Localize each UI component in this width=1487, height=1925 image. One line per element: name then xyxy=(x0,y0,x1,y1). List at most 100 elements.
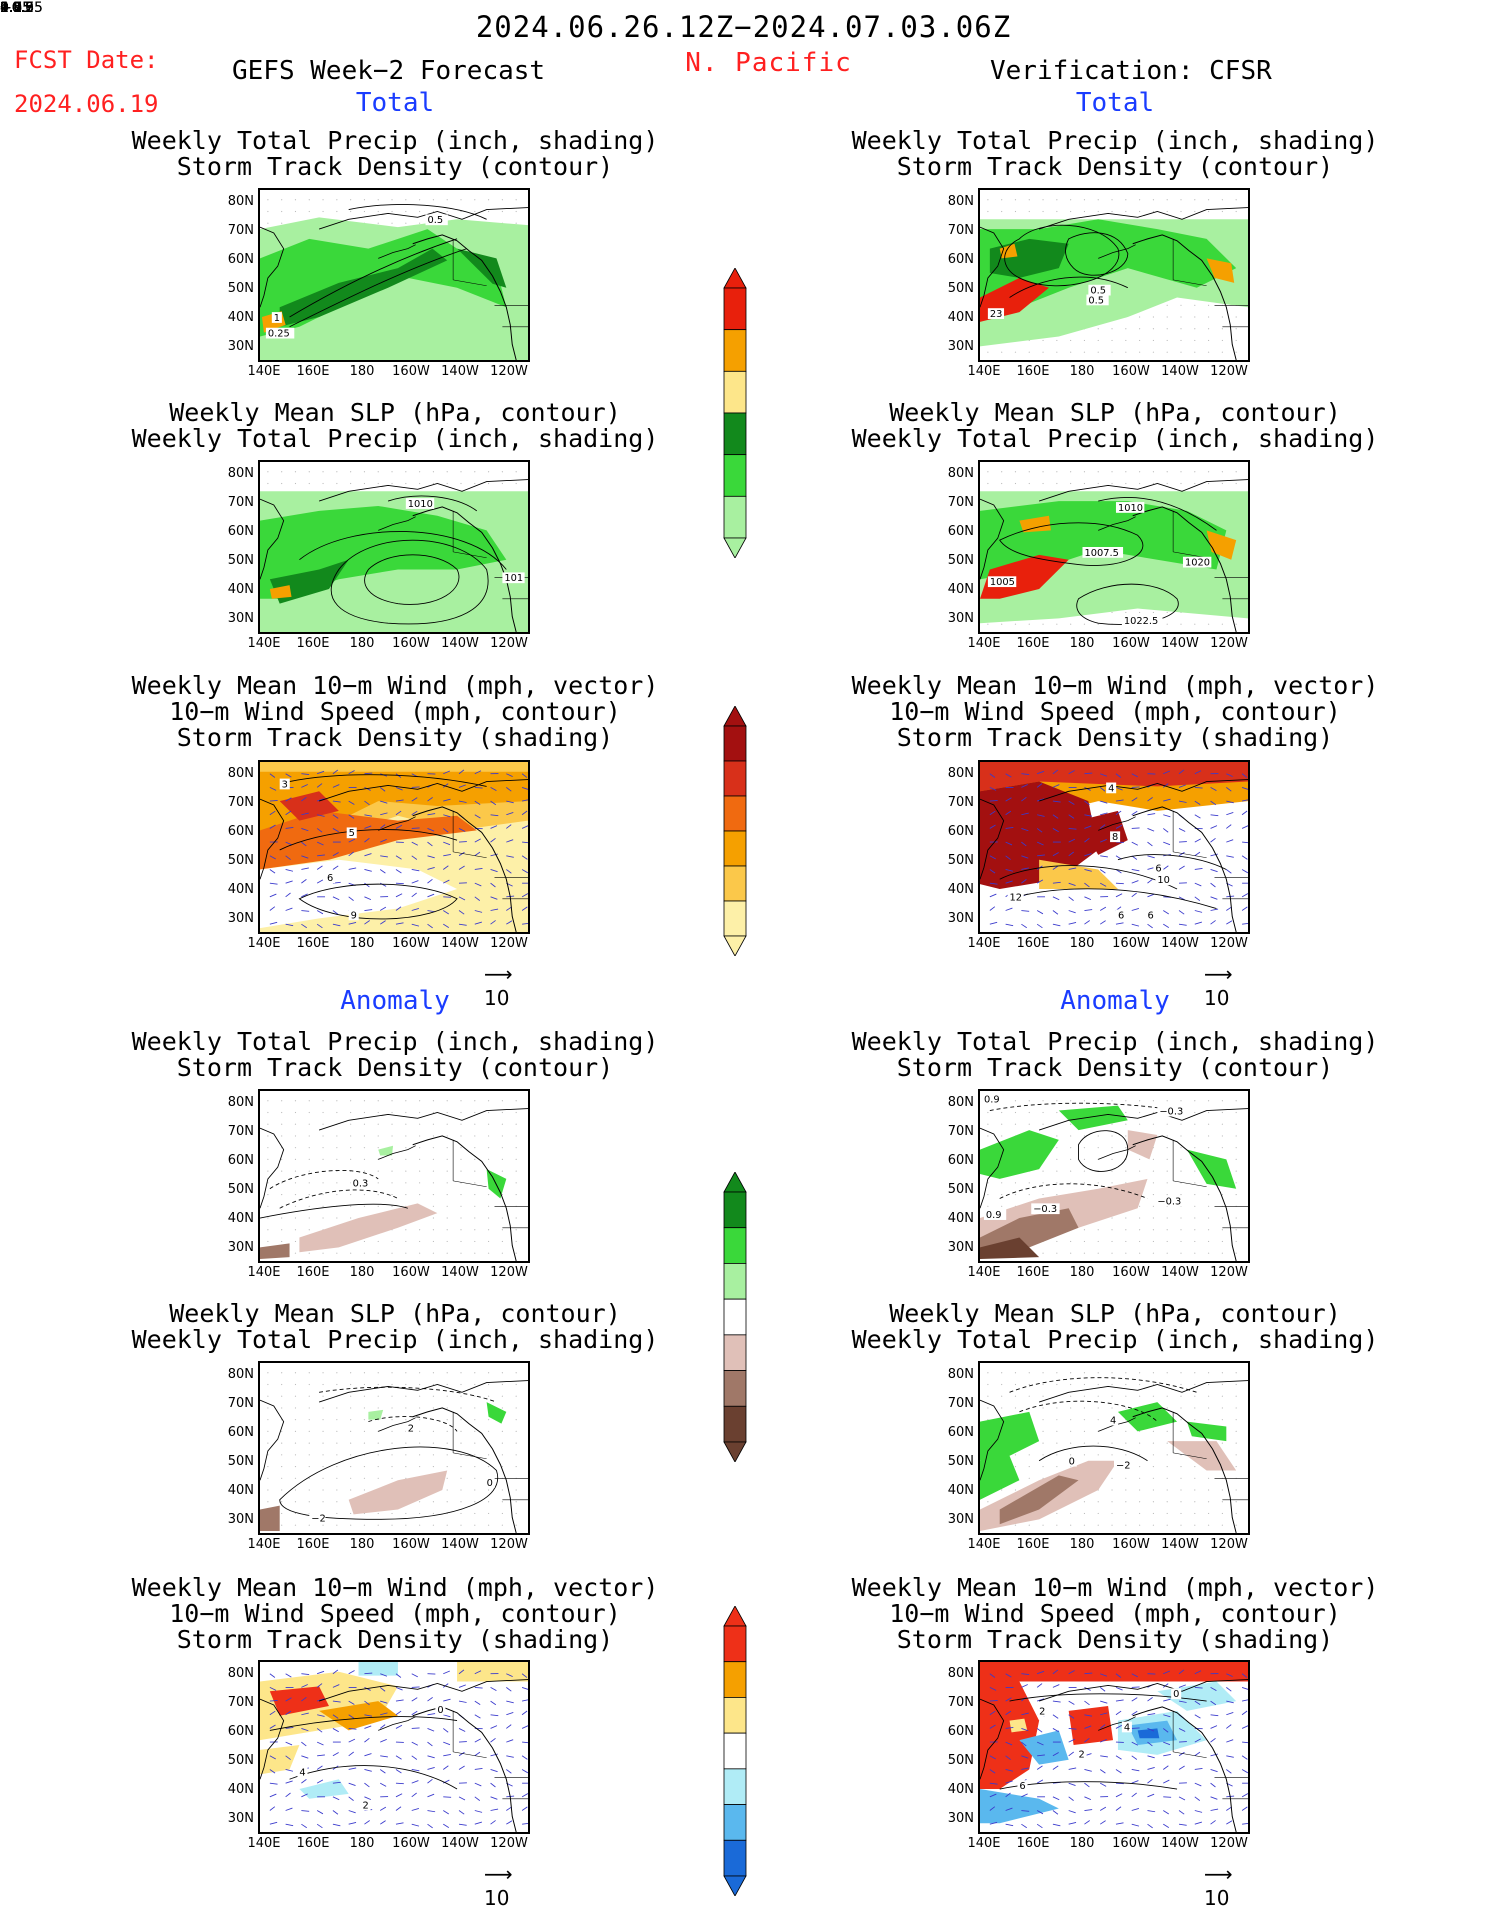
contour-label: 23 xyxy=(987,308,1005,320)
section-anomaly-left: Anomaly xyxy=(340,986,450,1016)
lon-tick-label: 120W xyxy=(1210,1836,1248,1851)
lat-tick-label: 70N xyxy=(947,223,974,238)
svg-text:0.3: 0.3 xyxy=(353,1179,369,1190)
title-fc-wind-anom: Weekly Mean 10−m Wind (mph, vector) 10−m … xyxy=(131,1573,659,1654)
lon-tick-label: 140E xyxy=(967,636,1001,651)
lon-tick-label: 160E xyxy=(1016,936,1050,951)
lat-tick-label: 50N xyxy=(227,1454,254,1469)
lon-tick-label: 160E xyxy=(296,1537,330,1552)
asia-coast xyxy=(260,498,285,580)
contour-label: 9 xyxy=(348,909,359,921)
contour-line xyxy=(269,1716,458,1731)
colorbar-tick-label: 2.5 xyxy=(0,0,23,16)
contour-label: 0 xyxy=(1066,1455,1077,1468)
lon-tick-label: 180 xyxy=(349,636,375,651)
lat-tick-label: 40N xyxy=(947,882,974,897)
title-ob-slp-anom: Weekly Mean SLP (hPa, contour) Weekly Tot… xyxy=(851,1299,1379,1354)
lon-tick-label: 180 xyxy=(349,1537,375,1552)
colorbar-tick-label: 3 xyxy=(0,0,9,16)
borders xyxy=(452,1139,528,1229)
svg-text:0.9: 0.9 xyxy=(984,1095,1000,1106)
shading-region xyxy=(980,1455,1020,1500)
lat-tick-label: 70N xyxy=(947,1396,974,1411)
shading-region xyxy=(1078,810,1128,855)
na-coast xyxy=(412,506,517,632)
svg-text:0: 0 xyxy=(1173,1689,1179,1700)
contour-label: 1005 xyxy=(987,576,1017,588)
lon-tick-label: 160W xyxy=(1112,364,1150,379)
lat-tick-label: 30N xyxy=(227,911,254,926)
svg-text:−0.3: −0.3 xyxy=(1159,1106,1183,1117)
contour-label: 6 xyxy=(1145,909,1156,921)
map-verification-slp-total: 1010 1007.5 1020 1005 1022.5 xyxy=(978,460,1250,634)
contour-line xyxy=(348,204,487,220)
asia-coast xyxy=(980,1127,1005,1209)
lat-tick-label: 80N xyxy=(227,1367,254,1382)
svg-text:−0.3: −0.3 xyxy=(1033,1204,1057,1215)
lat-tick-label: 30N xyxy=(947,911,974,926)
lon-tick-label: 120W xyxy=(490,636,528,651)
svg-text:1010: 1010 xyxy=(408,499,433,510)
lat-tick-label: 60N xyxy=(947,1425,974,1440)
contour-label: 1022.5 xyxy=(1121,615,1163,627)
contour-label: 1020 xyxy=(1182,556,1212,569)
lon-tick-label: 140E xyxy=(247,1265,281,1280)
map-verification-wind-total: 4 8 6 10 12 6 6 xyxy=(978,760,1250,934)
shading-region xyxy=(299,1203,438,1253)
lon-tick-label: 120W xyxy=(490,1537,528,1552)
contour-line xyxy=(1009,1377,1197,1393)
colorbar-tick-label: 0.6 xyxy=(0,0,23,16)
lat-tick-label: 80N xyxy=(947,466,974,481)
shading-region xyxy=(980,1411,1040,1461)
colorbar-tick-label: 0.3 xyxy=(0,0,23,16)
section-total-right: Total xyxy=(1075,88,1155,118)
contour-line xyxy=(989,1102,1178,1111)
shading-region xyxy=(1167,1441,1237,1471)
shading-region xyxy=(368,1409,384,1420)
lat-tick-label: 70N xyxy=(227,795,254,810)
date-range-title: 2024.06.26.12Z−2024.07.03.06Z xyxy=(475,10,1012,44)
map-forecast-wind-total: 3 5 6 9 xyxy=(258,760,530,934)
lon-tick-label: 140W xyxy=(1161,1836,1199,1851)
lon-tick-label: 140W xyxy=(1161,364,1199,379)
lon-tick-label: 140E xyxy=(247,636,281,651)
lat-tick-label: 70N xyxy=(227,1124,254,1139)
lon-tick-label: 180 xyxy=(349,364,375,379)
asia-coast xyxy=(980,498,1005,580)
shading-region xyxy=(980,1237,1040,1260)
lat-tick-label: 80N xyxy=(947,766,974,781)
borders xyxy=(452,1411,528,1501)
lon-tick-label: 140W xyxy=(441,1836,479,1851)
lon-tick-label: 140E xyxy=(967,364,1001,379)
contour-line xyxy=(1065,232,1129,276)
title-fc-slp-anom: Weekly Mean SLP (hPa, contour) Weekly Tot… xyxy=(131,1299,659,1354)
asia-coast xyxy=(980,1399,1005,1481)
lat-tick-label: 30N xyxy=(947,1512,974,1527)
aleutian-chain xyxy=(1098,516,1136,531)
colorbar-track-anomaly xyxy=(723,1606,747,1896)
lon-tick-label: 140E xyxy=(967,1836,1001,1851)
lat-tick-label: 80N xyxy=(227,466,254,481)
lon-tick-label: 160E xyxy=(296,636,330,651)
lon-tick-label: 160W xyxy=(1112,1265,1150,1280)
verification-title: Verification: CFSR xyxy=(990,56,1272,86)
colorbar-tick-label: 1 xyxy=(0,0,9,16)
colorbar-tick-label: −0.9 xyxy=(0,0,34,16)
map-forecast-wind-anomaly: 0 4 2 xyxy=(258,1660,530,1834)
shading-region xyxy=(1019,1730,1069,1765)
lon-tick-label: 120W xyxy=(1210,936,1248,951)
arctic-coast xyxy=(1038,207,1248,230)
lat-tick-label: 50N xyxy=(227,281,254,296)
lat-tick-label: 50N xyxy=(947,1182,974,1197)
svg-text:1010: 1010 xyxy=(1118,503,1143,514)
shading-region xyxy=(999,243,1018,259)
shading-region xyxy=(358,1662,398,1676)
shading-region xyxy=(319,1701,398,1731)
contour-line xyxy=(1019,1400,1158,1422)
lon-tick-label: 140E xyxy=(247,936,281,951)
lon-tick-label: 120W xyxy=(1210,1537,1248,1552)
lon-tick-label: 120W xyxy=(490,1265,528,1280)
lon-tick-label: 120W xyxy=(1210,1265,1248,1280)
arctic-coast xyxy=(318,1380,528,1403)
contour-label: 4 xyxy=(1108,1414,1119,1427)
